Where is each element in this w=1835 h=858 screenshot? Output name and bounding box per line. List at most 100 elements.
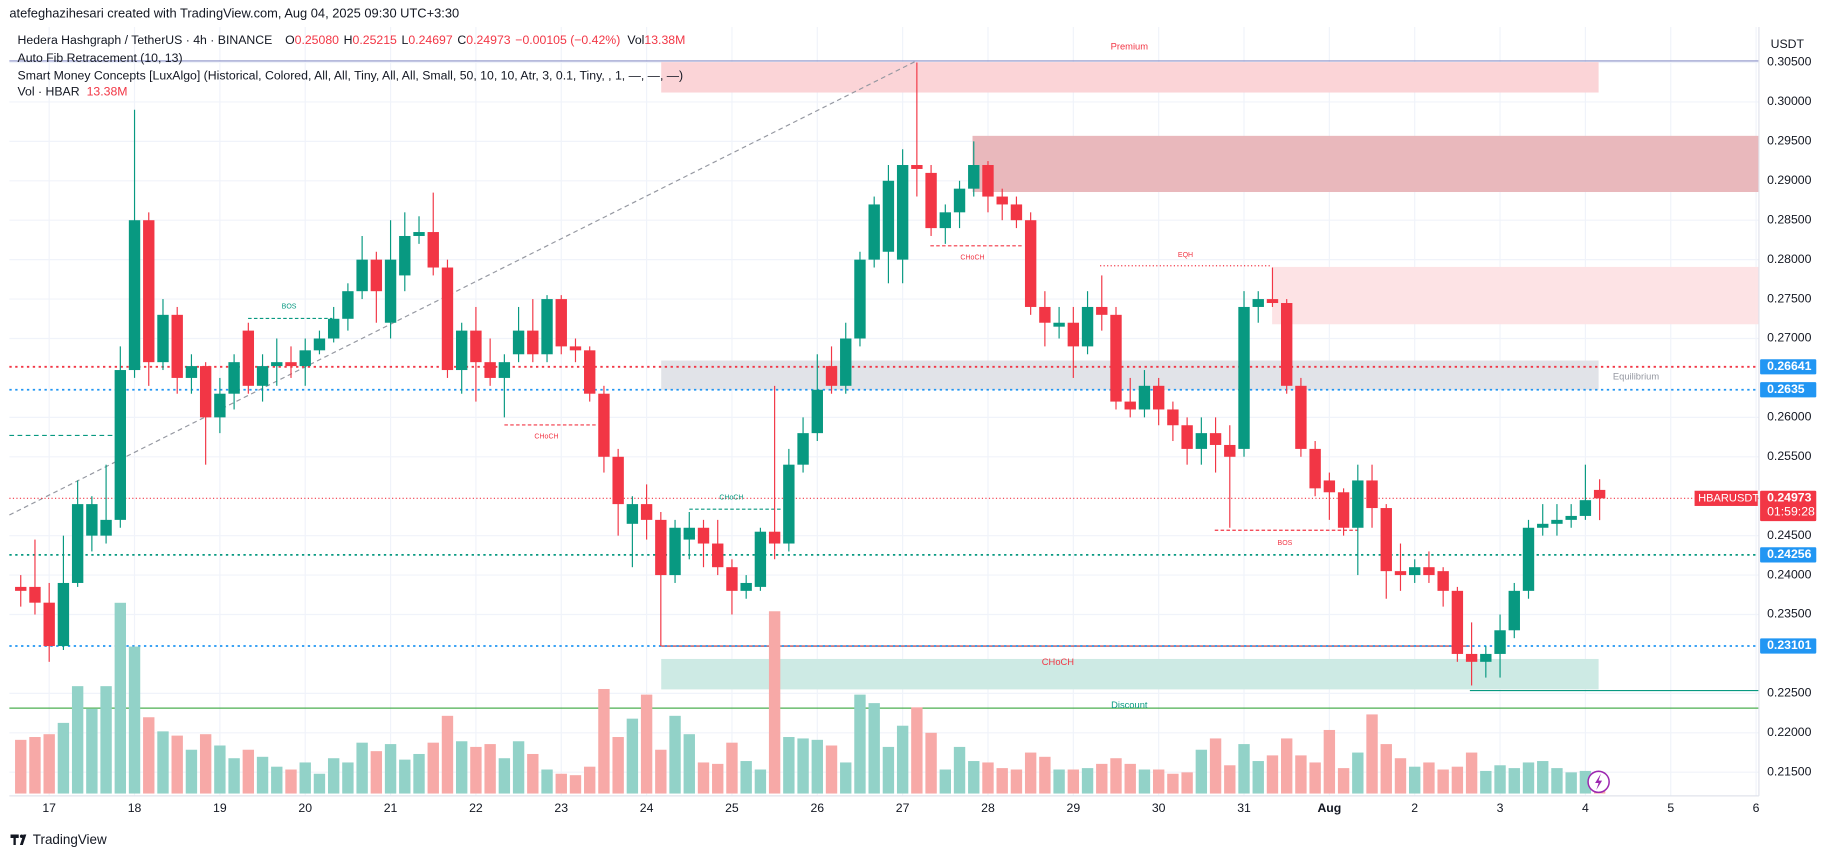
candle-body [1167, 409, 1179, 426]
indicator[interactable]: Smart Money Concepts [LuxAlgo] (Historic… [18, 68, 684, 82]
price-label: 0.2635 [1767, 382, 1805, 396]
volume-bar [128, 646, 141, 794]
currency[interactable]: USDT [1771, 37, 1805, 51]
annotation: Premium [1111, 41, 1149, 51]
volume-bar [456, 741, 468, 794]
volume-bar [143, 717, 155, 794]
candle-body [1010, 204, 1023, 221]
candle-body [285, 362, 297, 367]
volume-bar [1096, 763, 1108, 794]
volume-bar [484, 744, 496, 794]
volume-bar [840, 762, 852, 794]
price-label-bg [1760, 547, 1817, 563]
x-tick-label: 27 [896, 801, 910, 815]
y-tick-label: 0.29000 [1767, 173, 1812, 187]
volume-bar [1152, 769, 1165, 794]
volume-bar [1537, 761, 1549, 794]
candle-body [1409, 567, 1421, 576]
indicator[interactable]: Vol · HBAR 13.38M [18, 85, 128, 99]
symbol[interactable]: Hedera Hashgraph / TetherUS · 4h · BINAN… [18, 33, 273, 47]
x-tick-label: 25 [725, 801, 739, 815]
change: −0.00105 (−0.42%) [515, 33, 620, 47]
annotation: BOS [1278, 540, 1293, 547]
candle-body [185, 366, 198, 378]
candle-body [655, 519, 667, 576]
candle-body [484, 362, 496, 378]
candle-body [1551, 519, 1563, 524]
volume-bar [271, 766, 283, 794]
indicator[interactable]: Auto Fib Retracement (10, 13) [18, 51, 183, 65]
candle-body [840, 338, 852, 386]
ohlc-value: 0.24697 [408, 33, 453, 47]
x-tick-label: 21 [384, 801, 398, 815]
candle-body [1337, 492, 1350, 528]
volume-bar [427, 742, 439, 794]
price-label-bg [1760, 382, 1817, 398]
volume-bar [527, 753, 539, 794]
volume-bar [1195, 749, 1208, 794]
candle-body [1067, 322, 1080, 347]
volume-bar [256, 756, 269, 794]
volume-bar [214, 745, 226, 794]
symbol-tag-bg [1694, 490, 1758, 506]
supply-zone [972, 135, 1759, 193]
volume-bar [939, 769, 952, 794]
annotation: CHoCH [960, 254, 984, 261]
axes: 0.30500 0.30000 0.29500 0.29000 0.28500 0.280… [42, 55, 1817, 815]
x-tick-label: 17 [42, 801, 56, 815]
x-tick-label: 19 [213, 801, 227, 815]
volume-bar [555, 773, 567, 794]
y-tick-label: 0.24000 [1767, 567, 1812, 581]
volume-bar [1138, 769, 1151, 794]
candle-body [697, 527, 710, 544]
supply-zone-light [1272, 266, 1759, 325]
volume-bar [1337, 768, 1350, 794]
x-tick-label: 29 [1067, 801, 1081, 815]
volume-bar [413, 753, 425, 794]
volume [15, 602, 1606, 794]
volume-bar [1380, 744, 1392, 794]
volume-bar [1437, 769, 1449, 794]
candle-body [327, 318, 340, 339]
volume-bar [313, 773, 326, 794]
candle-body [911, 165, 923, 169]
candle-body [1437, 571, 1449, 591]
candle-body [1195, 433, 1208, 449]
candle-body [768, 531, 781, 544]
volume-bar [185, 749, 198, 794]
volume-bar [911, 707, 923, 794]
candle-body [598, 393, 610, 457]
volume-bar [968, 761, 980, 794]
fib-trend-line [9, 60, 917, 516]
candle-body [470, 330, 482, 363]
candle-body [1281, 303, 1293, 386]
candles [15, 62, 1606, 686]
x-tick-label: 2 [1411, 801, 1418, 815]
volume-bar [683, 734, 695, 794]
volume-bar [712, 763, 724, 794]
volume-bar [1281, 738, 1293, 794]
candle-body [1366, 480, 1378, 509]
candle-body [882, 180, 895, 252]
volume-bar [1067, 769, 1080, 794]
footer-brand: TradingView [33, 832, 107, 847]
logo-dot [19, 834, 24, 839]
candle-body [427, 232, 439, 268]
candle-body [1423, 567, 1435, 576]
candle-body [1352, 480, 1364, 528]
candle-body [1124, 401, 1136, 410]
volume-bar [171, 735, 183, 794]
volume-bar [569, 775, 582, 794]
volume-bar [1238, 744, 1250, 794]
candle-body [896, 165, 909, 260]
volume-bar [1181, 772, 1193, 794]
candle-body [512, 330, 525, 355]
annotation: BOS [282, 304, 297, 311]
y-tick-label: 0.21500 [1767, 764, 1812, 778]
volume-bar [1224, 765, 1236, 794]
candle-body [214, 393, 226, 418]
y-tick-label: 0.22000 [1767, 725, 1812, 739]
candle-body [1579, 500, 1592, 516]
candle-body [1224, 444, 1236, 457]
candle-body [669, 527, 681, 576]
